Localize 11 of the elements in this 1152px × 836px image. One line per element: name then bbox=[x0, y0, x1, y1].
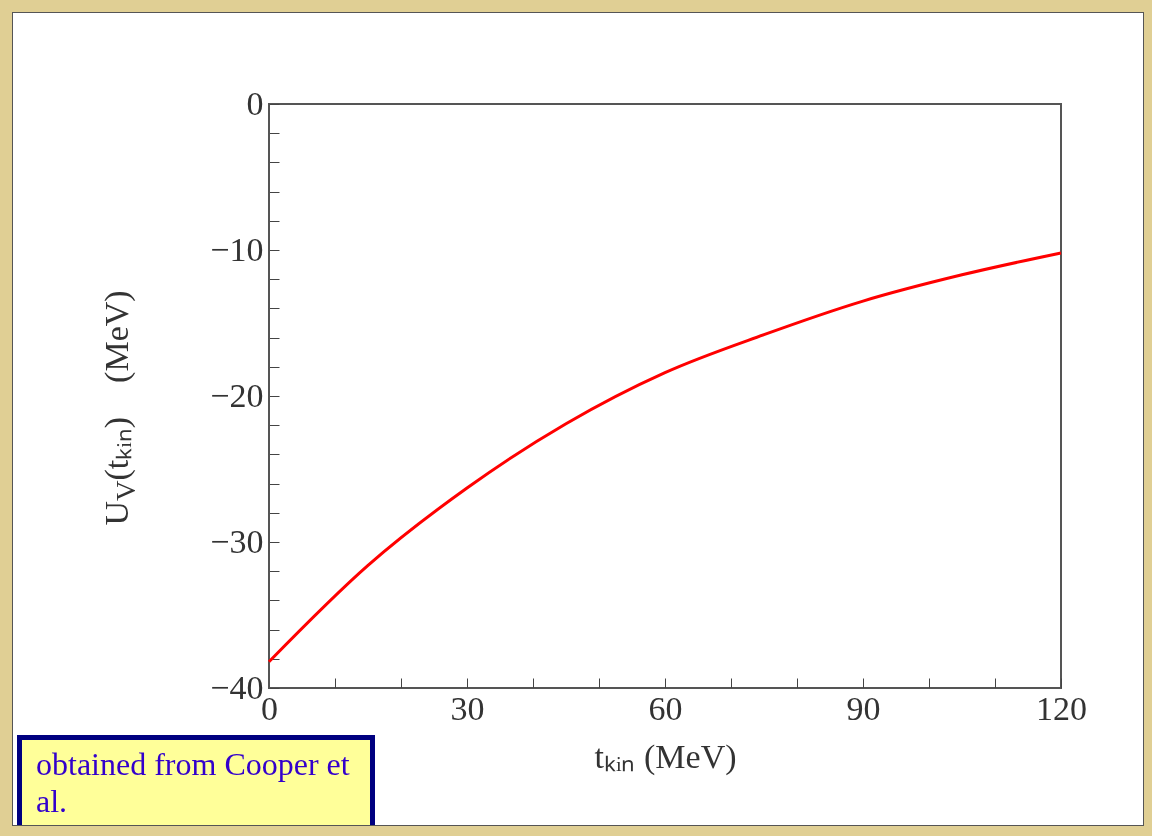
y-tick-label: −10 bbox=[210, 230, 264, 268]
x-tick-label: 30 bbox=[450, 689, 485, 727]
x-tick-label: 120 bbox=[1036, 689, 1087, 727]
y-tick-label: 0 bbox=[246, 84, 264, 122]
y-tick-label: −20 bbox=[210, 376, 264, 414]
x-tick-label: 90 bbox=[846, 689, 881, 727]
x-tick-label: 60 bbox=[648, 689, 683, 727]
text: obtained from Cooper et al. bbox=[35, 745, 351, 821]
y-tick-label: −30 bbox=[210, 522, 264, 560]
line-series bbox=[267, 251, 1063, 664]
x-axis-title: tₖᵢₙ (MeV) bbox=[594, 737, 737, 776]
